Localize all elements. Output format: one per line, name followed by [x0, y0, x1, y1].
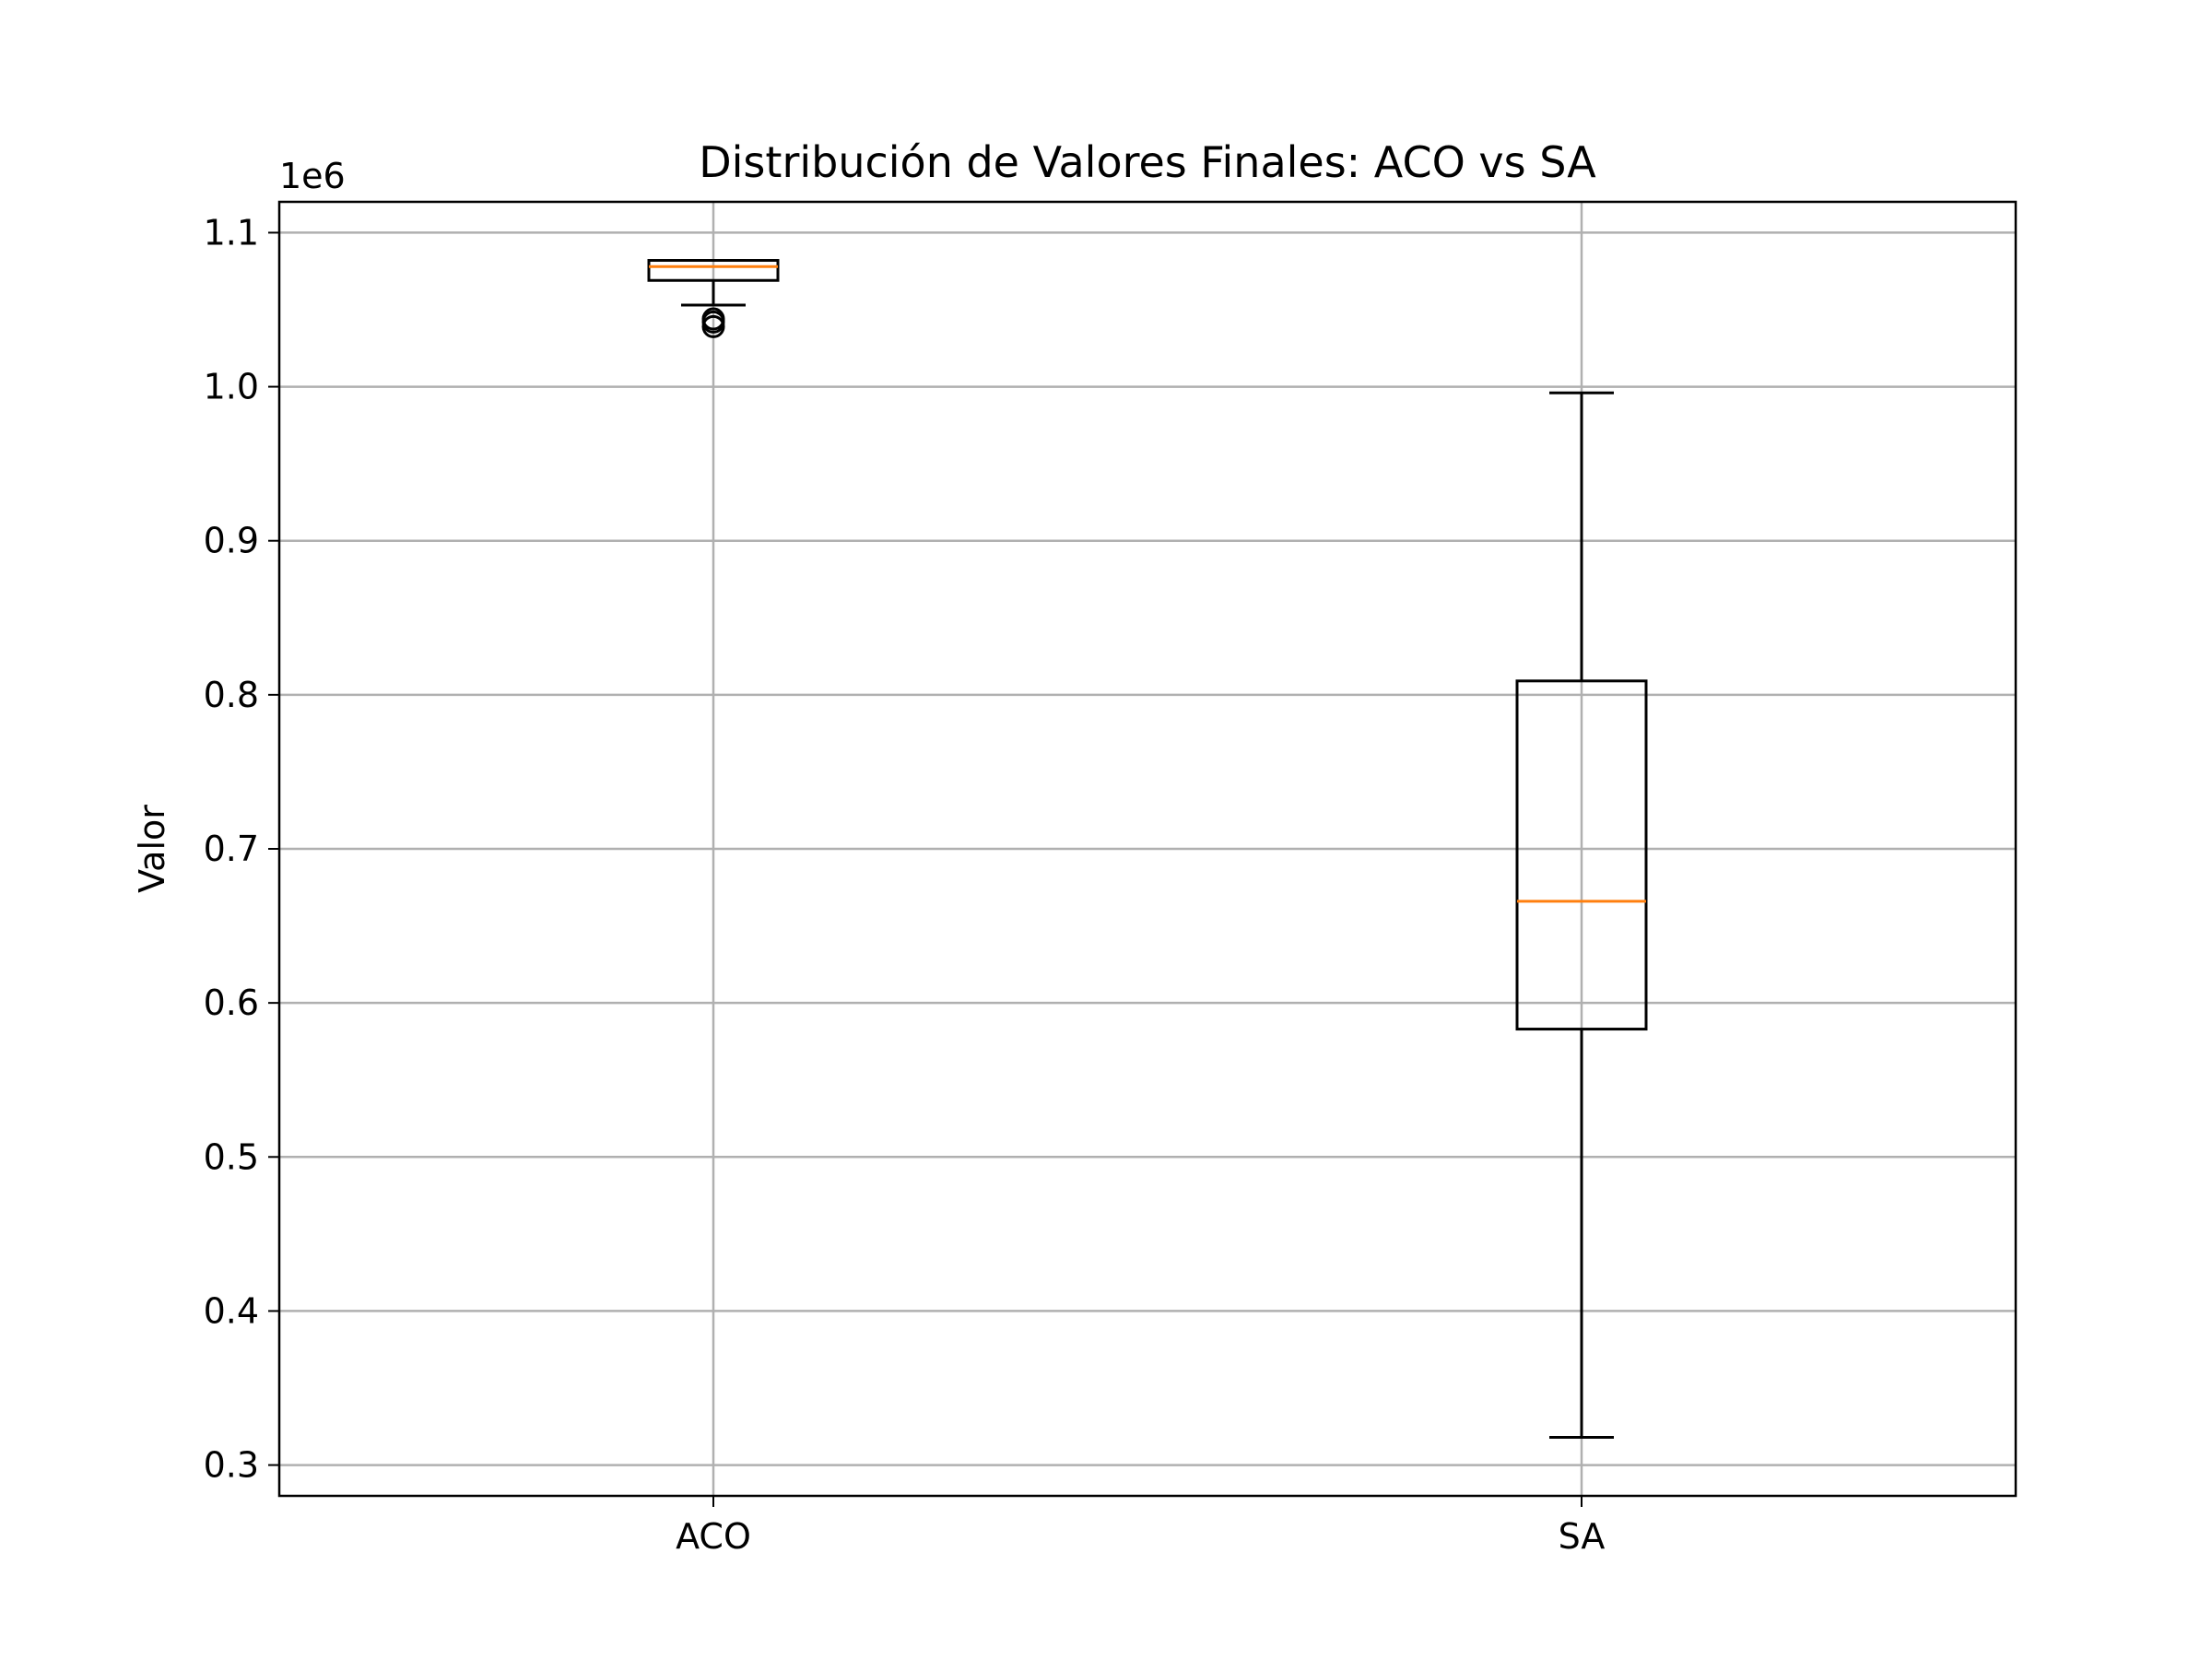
y-axis-offset-label: 1e6	[279, 156, 346, 196]
outlier-point	[701, 314, 725, 338]
y-tick-label: 0.9	[204, 521, 259, 561]
box-iqr	[647, 259, 780, 282]
chart-title: Distribución de Valores Finales: ACO vs …	[699, 137, 1596, 187]
x-tick-label: ACO	[676, 1516, 751, 1557]
y-tick-label: 0.6	[204, 982, 259, 1023]
y-tick-label: 0.4	[204, 1290, 259, 1331]
y-tick-label: 1.0	[204, 367, 259, 407]
y-tick-label: 0.8	[204, 675, 259, 715]
axis-ticks: 0.3 0.4 0.5 0.6 0.7 0.8 0.9 1.0 1.1 ACO SA	[204, 212, 1606, 1557]
y-tick-label: 0.5	[204, 1136, 259, 1177]
y-tick-label: 0.7	[204, 829, 259, 869]
y-tick-label: 0.3	[204, 1445, 259, 1486]
box-iqr	[1515, 679, 1648, 1031]
box-aco	[647, 259, 780, 338]
y-tick-label: 1.1	[204, 212, 259, 253]
y-axis-label: Valor	[132, 805, 172, 893]
x-tick-label: SA	[1559, 1516, 1606, 1557]
boxes	[647, 259, 1648, 1439]
box-sa	[1515, 391, 1648, 1439]
